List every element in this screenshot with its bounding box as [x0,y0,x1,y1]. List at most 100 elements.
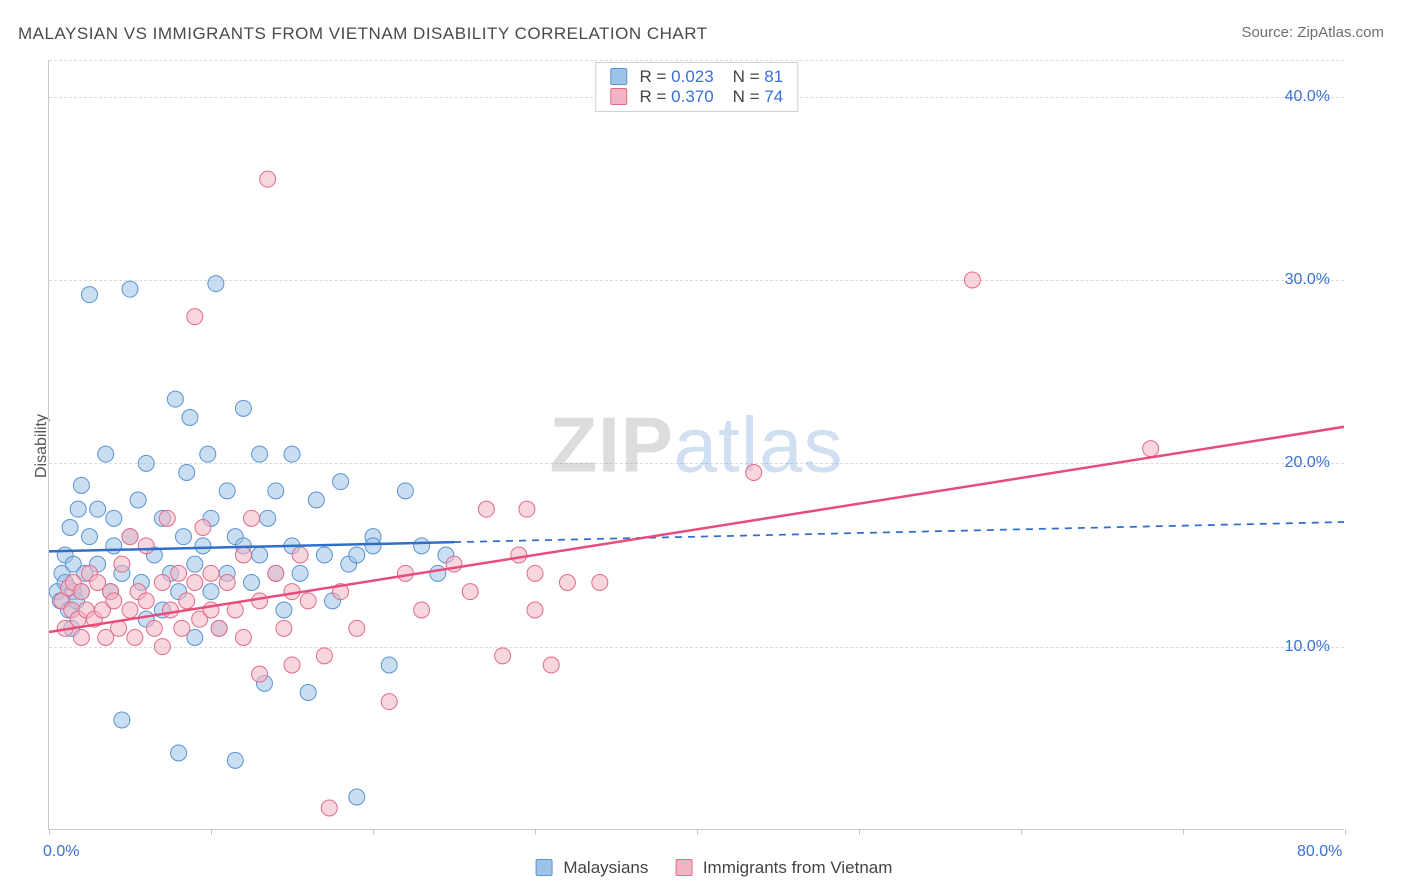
data-point [195,538,211,554]
data-point [268,565,284,581]
data-point [154,575,170,591]
chart-title: MALAYSIAN VS IMMIGRANTS FROM VIETNAM DIS… [18,24,708,44]
data-point [260,171,276,187]
legend-row-malaysians: R = 0.023 N = 81 [610,67,783,87]
data-point [276,620,292,636]
data-point [200,446,216,462]
scatter-plot-svg [49,60,1344,829]
data-point [316,547,332,563]
data-point [130,492,146,508]
data-point [122,602,138,618]
chart-container: MALAYSIAN VS IMMIGRANTS FROM VIETNAM DIS… [0,0,1406,892]
data-point [519,501,535,517]
data-point [592,575,608,591]
data-point [292,565,308,581]
data-point [171,565,187,581]
data-point [98,446,114,462]
data-point [235,630,251,646]
data-point [174,620,190,636]
data-point [252,446,268,462]
data-point [182,410,198,426]
data-point [1143,441,1159,457]
data-point [82,529,98,545]
data-point [381,694,397,710]
data-point [260,510,276,526]
data-point [316,648,332,664]
data-point [527,602,543,618]
data-point [300,685,316,701]
data-point [138,593,154,609]
data-point [73,630,89,646]
data-point [495,648,511,664]
data-point [252,666,268,682]
legend-series: Malaysians Immigrants from Vietnam [514,858,893,878]
data-point [252,547,268,563]
swatch-malaysians-icon [610,68,627,85]
data-point [349,620,365,636]
legend-label-malaysians: Malaysians [563,858,648,877]
source-label: Source: ZipAtlas.com [1241,24,1384,41]
data-point [127,630,143,646]
data-point [300,593,316,609]
data-point [163,602,179,618]
data-point [308,492,324,508]
data-point [349,789,365,805]
data-point [106,510,122,526]
data-point [179,593,195,609]
legend-row-vietnam: R = 0.370 N = 74 [610,87,783,107]
data-point [219,575,235,591]
data-point [746,465,762,481]
data-point [167,391,183,407]
data-point [292,547,308,563]
data-point [321,800,337,816]
legend-correlation: R = 0.023 N = 81 R = 0.370 N = 74 [595,62,798,112]
data-point [179,465,195,481]
data-point [122,281,138,297]
data-point [527,565,543,581]
data-point [106,593,122,609]
data-point [73,584,89,600]
data-point [397,483,413,499]
data-point [187,575,203,591]
data-point [235,400,251,416]
data-point [90,501,106,517]
data-point [414,538,430,554]
data-point [138,455,154,471]
trend-line [49,427,1344,632]
data-point [414,602,430,618]
data-point [349,547,365,563]
swatch-malaysians-icon [536,859,553,876]
data-point [154,639,170,655]
data-point [159,510,175,526]
data-point [964,272,980,288]
data-point [284,446,300,462]
data-point [195,520,211,536]
plot-area: ZIPatlas R = 0.023 N = 81 R = 0.370 N = … [48,60,1344,830]
data-point [211,620,227,636]
data-point [397,565,413,581]
data-point [146,620,162,636]
data-point [365,538,381,554]
data-point [252,593,268,609]
swatch-vietnam-icon [610,88,627,105]
data-point [114,712,130,728]
swatch-vietnam-icon [675,859,692,876]
data-point [381,657,397,673]
data-point [106,538,122,554]
data-point [244,510,260,526]
data-point [175,529,191,545]
data-point [171,745,187,761]
trend-line-extrapolated [454,522,1344,542]
data-point [333,474,349,490]
data-point [559,575,575,591]
data-point [478,501,494,517]
data-point [219,483,235,499]
data-point [187,556,203,572]
data-point [462,584,478,600]
data-point [244,575,260,591]
data-point [138,538,154,554]
data-point [203,565,219,581]
data-point [187,309,203,325]
x-tick-label: 0.0% [43,843,79,861]
data-point [70,501,86,517]
